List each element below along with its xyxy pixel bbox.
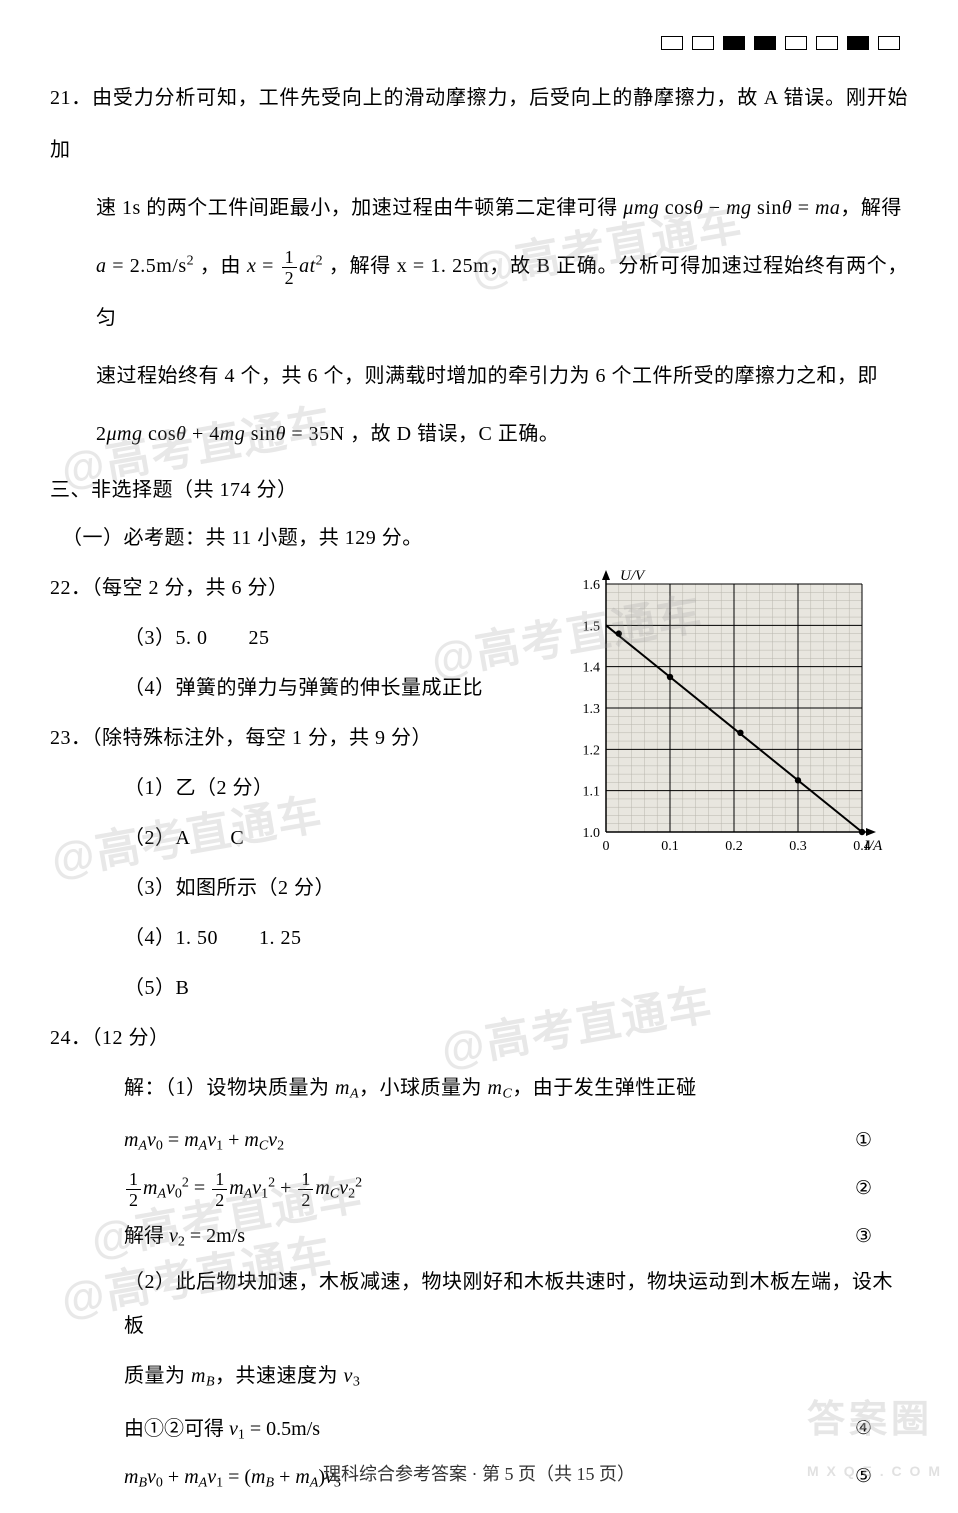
text: 由①②可得 v1 = 0.5m/s	[124, 1405, 320, 1453]
denom: 2	[212, 1190, 227, 1209]
q24-solve-v1: 由①②可得 v1 = 0.5m/s ④	[50, 1405, 908, 1453]
marker-box	[661, 36, 683, 50]
q21-line: a = 2.5m/s2 ，由 x = 12at2 ，解得 x = 1. 25m，…	[50, 240, 908, 344]
q23-a5: （5）B	[50, 966, 490, 1010]
corner-sub: M X Q E . C O M	[807, 1456, 942, 1487]
svg-text:1.2: 1.2	[583, 743, 601, 758]
q24-eq1: mAv0 = mAv1 + mCv2 ①	[50, 1116, 908, 1164]
section-3-title: 三、非选择题（共 174 分）	[50, 468, 908, 512]
equation: mAv0 = mAv1 + mCv2	[124, 1116, 284, 1164]
marker-box	[692, 36, 714, 50]
chart-svg: 1.01.11.21.31.41.51.600.10.20.30.4U/VI/A	[558, 564, 898, 860]
equation: μmg	[623, 197, 659, 219]
question-21: 21．由受力分析可知，工件先受向上的滑动摩擦力，后受向上的静摩擦力，故 A 错误…	[50, 72, 908, 460]
q21-num: 21．	[50, 87, 92, 109]
q21-line: 21．由受力分析可知，工件先受向上的滑动摩擦力，后受向上的静摩擦力，故 A 错误…	[50, 72, 908, 176]
text: 速 1s 的两个工件间距最小，加速过程由牛顿第二定律可得	[96, 197, 623, 219]
svg-text:U/V: U/V	[620, 568, 646, 584]
svg-text:1.4: 1.4	[583, 661, 601, 676]
q23-answers: （1）乙（2 分） （2）A C （3）如图所示（2 分） （4）1. 50 1…	[50, 766, 490, 1010]
svg-text:1.0: 1.0	[583, 826, 601, 841]
q23-a1: （1）乙（2 分）	[50, 766, 490, 810]
fraction: 12	[282, 248, 298, 287]
q23-a4: （4）1. 50 1. 25	[50, 916, 490, 960]
uv-ia-chart: 1.01.11.21.31.41.51.600.10.20.30.4U/VI/A	[558, 564, 898, 860]
q24-solve-v2: 解得 v2 = 2m/s ③	[50, 1212, 908, 1260]
svg-text:0.3: 0.3	[789, 839, 807, 854]
q24-para2b: 质量为 mB，共速速度为 v3	[50, 1354, 908, 1398]
text: ，解得	[840, 197, 902, 219]
marker-box	[754, 36, 776, 50]
marker-box	[847, 36, 869, 50]
svg-text:0: 0	[603, 839, 610, 854]
numer: 1	[212, 1170, 227, 1190]
eq-num: ①	[855, 1118, 872, 1164]
denom: 2	[298, 1190, 313, 1209]
marker-box	[878, 36, 900, 50]
question-24-head: 24．（12 分）	[50, 1016, 908, 1060]
q24-para2a: （2）此后物块加速，木板减速，物块刚好和木板共速时，物块运动到木板左端，设木板	[50, 1260, 908, 1348]
header-box-row	[661, 36, 900, 50]
numer: 1	[298, 1170, 313, 1190]
eq-num: ②	[855, 1166, 872, 1212]
svg-text:0.2: 0.2	[725, 839, 743, 854]
marker-box	[785, 36, 807, 50]
q21-line: 速 1s 的两个工件间距最小，加速过程由牛顿第二定律可得 μmg cosθ − …	[50, 182, 908, 234]
numer: 1	[282, 248, 298, 268]
denom: 2	[126, 1190, 141, 1209]
section-3-sub: （一）必考题：共 11 小题，共 129 分。	[50, 516, 908, 560]
marker-box	[816, 36, 838, 50]
q23-a3: （3）如图所示（2 分）	[50, 866, 490, 910]
svg-text:1.6: 1.6	[583, 578, 601, 593]
q21-line: 速过程始终有 4 个，共 6 个，则满载时增加的牵引力为 6 个工件所受的摩擦力…	[50, 350, 908, 402]
q24-line1: 解：（1）设物块质量为 mA，小球质量为 mC，由于发生弹性正碰	[50, 1066, 908, 1110]
numer: 1	[126, 1170, 141, 1190]
corner-main: 答案圈	[807, 1399, 933, 1441]
svg-text:1.3: 1.3	[583, 702, 601, 717]
corner-watermark: 答案圈 M X Q E . C O M	[807, 1379, 942, 1487]
marker-box	[723, 36, 745, 50]
svg-text:I/A: I/A	[863, 838, 883, 854]
text: 由受力分析可知，工件先受向上的滑动摩擦力，后受向上的静摩擦力，故 A 错误。刚开…	[50, 87, 908, 161]
eq-num: ③	[855, 1214, 872, 1260]
text: 解得 v2 = 2m/s	[124, 1212, 245, 1260]
equation: 12mAv02 = 12mAv12 + 12mCv22	[124, 1164, 362, 1212]
q23-a2: （2）A C	[50, 816, 490, 860]
svg-text:1.5: 1.5	[583, 619, 601, 634]
svg-text:1.1: 1.1	[583, 785, 601, 800]
svg-text:0.1: 0.1	[661, 839, 679, 854]
text: ，解得 x = 1. 25m，故 B 正确。分析可得加速过程始终有两个，匀	[96, 255, 908, 329]
denom: 2	[282, 268, 298, 287]
q21-line: 2μmg cosθ + 4mg sinθ = 35N ，故 D 错误，C 正确。	[50, 408, 908, 460]
q24-eq2: 12mAv02 = 12mAv12 + 12mCv22 ②	[50, 1164, 908, 1212]
